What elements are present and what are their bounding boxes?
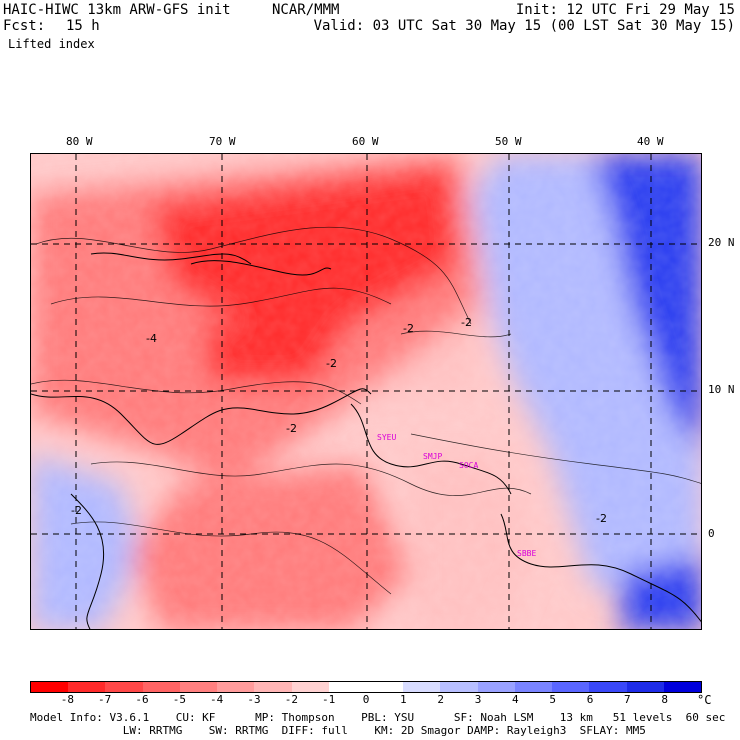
colorbar-unit: °C [697,693,712,707]
colorbar-swatch [663,682,701,692]
model-title: HAIC-HIWC 13km ARW-GFS init [3,2,231,18]
map-canvas: -2 -2 -4 -2 -2 -2 -2 [31,154,701,629]
organization-label: NCAR/MMM [272,2,340,18]
lat-label: 0 [708,527,715,540]
lon-label: 70 W [209,135,236,148]
station-label: SBBE [517,549,537,558]
contour-label: -2 [286,422,297,435]
coastline [70,493,105,629]
colorbar-swatch [105,682,143,692]
colorbar-tick-label: -1 [322,693,336,706]
colorbar-tick-label: -4 [210,693,224,706]
lon-label: 80 W [66,135,93,148]
colorbar-tick-label: 7 [624,693,631,706]
lon-label: 40 W [637,135,664,148]
contour-label: -4 [146,332,157,345]
contour-line [50,287,392,307]
colorbar-tick-label: 6 [586,693,594,706]
contour-line [400,330,512,338]
coastline [500,513,701,623]
coastlines [31,252,701,629]
coastline [190,260,332,276]
colorbar-tick-label: -2 [284,693,298,706]
forecast-hour: 15 h [66,18,100,34]
colorbar-swatch [179,682,218,692]
colorbar-tick-label: 5 [549,693,556,706]
coastline [350,403,512,495]
forecast-label: Fcst: [3,18,46,34]
colorbar-tick-label: 2 [437,693,444,706]
station-label: SOCA [459,461,479,470]
colorbar-swatch [514,682,553,692]
colorbar-tick-label: 4 [512,693,519,706]
colorbar-swatch [328,682,366,692]
colorbar-tick-label: 3 [474,693,482,706]
colorbar-tick-label: -6 [135,693,149,706]
contour-line [90,461,532,496]
colorbar-swatch [68,682,106,692]
lat-label: 20 N [708,236,735,249]
station-label: SMJP [423,452,443,461]
colorbar-swatch [626,682,664,692]
model-info-line-2: LW: RRTMG SW: RRTMG DIFF: full KM: 2D Sm… [30,724,646,737]
colorbar-tick-label: -7 [98,693,112,706]
field-name: Lifted index [8,37,95,51]
colorbar-swatch [477,682,515,692]
contour-label: -2 [326,357,337,370]
coastline [31,388,372,445]
graticule [31,154,701,629]
contour-label: -2 [71,504,82,517]
lifted-index-map: -2 -2 -4 -2 -2 -2 -2 [30,153,702,630]
colorbar [30,681,702,693]
colorbar-swatch [291,682,329,692]
colorbar-tick-label: -8 [60,693,74,706]
init-time: Init: 12 UTC Fri 29 May 15 [515,2,735,18]
contour-label: -2 [461,316,472,329]
lon-label: 60 W [352,135,379,148]
contour-label: -2 [596,512,607,525]
colorbar-swatch [254,682,292,692]
contour-label: -2 [403,322,414,335]
lon-label: 50 W [495,135,522,148]
colorbar-tick-label: 8 [661,693,668,706]
coastline [90,252,252,265]
colorbar-swatch [403,682,441,692]
colorbar-swatch [552,682,590,692]
contour-line [35,226,472,325]
lat-label: 10 N [708,383,735,396]
colorbar-swatch [440,682,478,692]
colorbar-tick-label: 0 [362,693,370,706]
contours [31,226,701,595]
colorbar-tick-label: 1 [400,693,407,706]
colorbar-swatch [142,682,180,692]
model-info-line-1: Model Info: V3.6.1 CU: KF MP: Thompson P… [30,711,726,724]
station-label: SYEU [377,433,397,442]
contour-line [31,379,362,405]
colorbar-tick-label: -3 [247,693,261,706]
contour-line [410,433,701,484]
colorbar-swatch [217,682,255,692]
colorbar-swatch [589,682,627,692]
valid-time: Valid: 03 UTC Sat 30 May 15 (00 LST Sat … [313,18,735,34]
colorbar-tick-label: -5 [172,693,186,706]
colorbar-swatch [31,682,69,692]
colorbar-swatch [365,682,404,692]
